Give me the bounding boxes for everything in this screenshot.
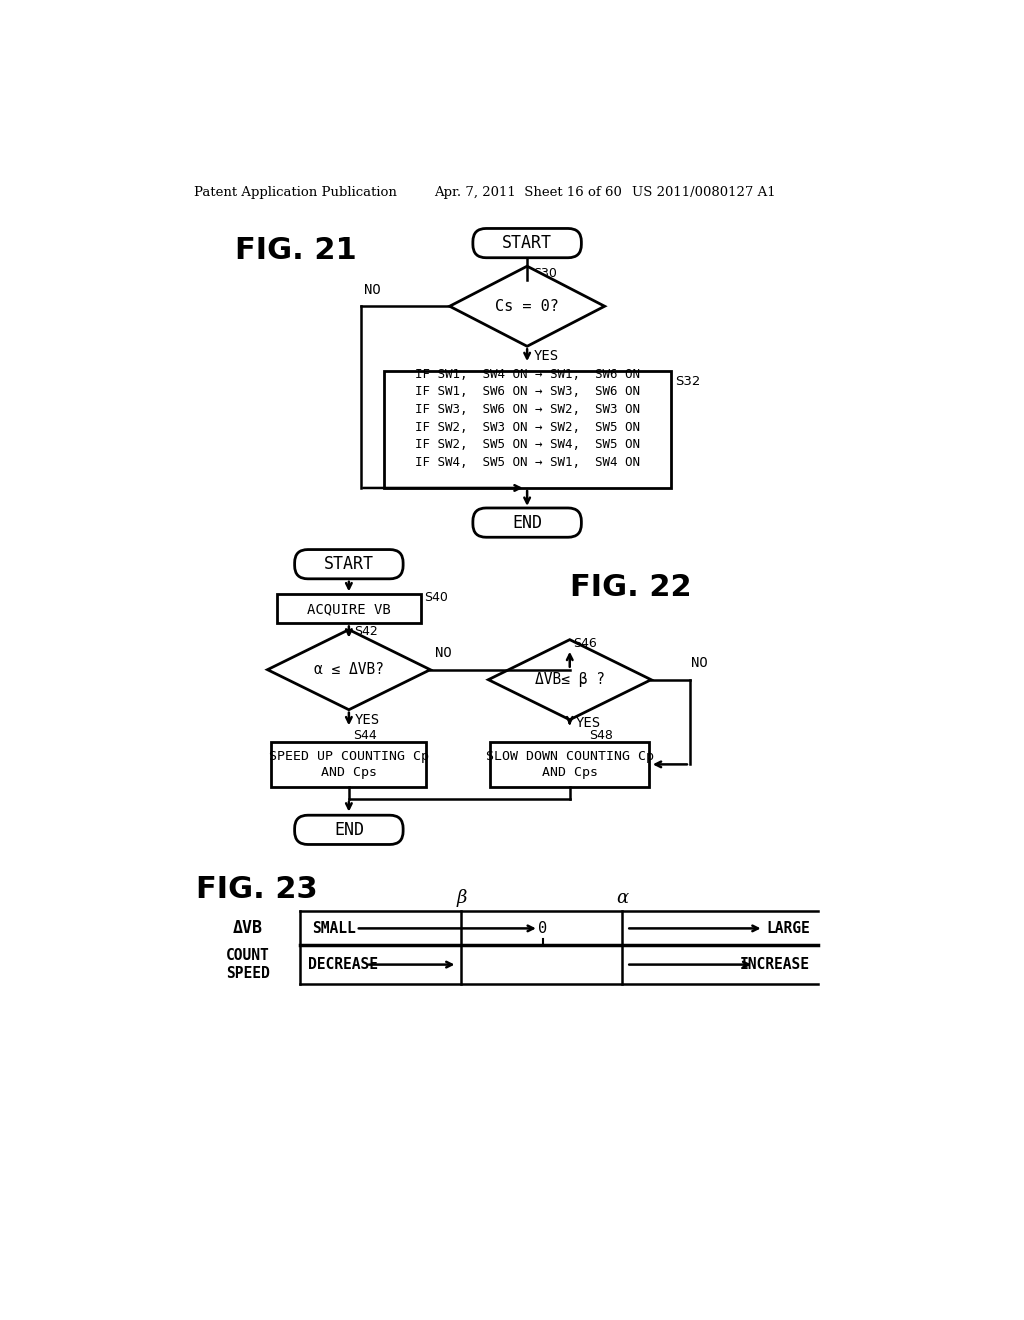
Text: START: START	[502, 234, 552, 252]
Text: IF SW2,  SW3 ON → SW2,  SW5 ON: IF SW2, SW3 ON → SW2, SW5 ON	[415, 421, 640, 434]
Text: IF SW3,  SW6 ON → SW2,  SW3 ON: IF SW3, SW6 ON → SW2, SW3 ON	[415, 403, 640, 416]
Text: S30: S30	[534, 268, 557, 280]
Text: Cs = 0?: Cs = 0?	[496, 298, 559, 314]
Text: ΔVB: ΔVB	[233, 920, 263, 937]
Text: NO: NO	[365, 282, 381, 297]
Text: Patent Application Publication: Patent Application Publication	[194, 186, 396, 199]
Text: ΔVB≤ β ?: ΔVB≤ β ?	[535, 672, 605, 688]
Polygon shape	[488, 640, 651, 719]
Text: FIG. 22: FIG. 22	[569, 573, 691, 602]
Text: IF SW1,  SW6 ON → SW3,  SW6 ON: IF SW1, SW6 ON → SW3, SW6 ON	[415, 385, 640, 399]
Text: SMALL: SMALL	[311, 921, 355, 936]
Text: INCREASE: INCREASE	[740, 957, 810, 972]
FancyBboxPatch shape	[295, 549, 403, 579]
Text: NO: NO	[435, 647, 452, 660]
Text: YES: YES	[575, 715, 601, 730]
Text: NO: NO	[691, 656, 709, 671]
Text: S48: S48	[589, 729, 613, 742]
Text: Apr. 7, 2011  Sheet 16 of 60: Apr. 7, 2011 Sheet 16 of 60	[434, 186, 622, 199]
Text: IF SW1,  SW4 ON → SW1,  SW6 ON: IF SW1, SW4 ON → SW1, SW6 ON	[415, 367, 640, 380]
Text: IF SW2,  SW5 ON → SW4,  SW5 ON: IF SW2, SW5 ON → SW4, SW5 ON	[415, 438, 640, 451]
Text: S40: S40	[424, 591, 449, 605]
Text: SPEED UP COUNTING Cp: SPEED UP COUNTING Cp	[269, 750, 429, 763]
Text: S32: S32	[675, 375, 700, 388]
Text: START: START	[324, 556, 374, 573]
Text: FIG. 21: FIG. 21	[234, 236, 356, 265]
Text: FIG. 23: FIG. 23	[197, 875, 317, 904]
Text: AND Cps: AND Cps	[542, 766, 598, 779]
Text: SLOW DOWN COUNTING Cp: SLOW DOWN COUNTING Cp	[485, 750, 653, 763]
Bar	[271, 742, 426, 787]
Polygon shape	[450, 267, 604, 346]
Polygon shape	[267, 630, 430, 710]
Text: US 2011/0080127 A1: US 2011/0080127 A1	[632, 186, 775, 199]
FancyBboxPatch shape	[473, 508, 582, 537]
Text: YES: YES	[534, 350, 558, 363]
Text: COUNT
SPEED: COUNT SPEED	[226, 948, 270, 981]
Text: α: α	[616, 888, 629, 907]
Bar	[490, 742, 649, 787]
Text: S42: S42	[354, 626, 378, 639]
Text: AND Cps: AND Cps	[321, 766, 377, 779]
Text: α ≤ ΔVB?: α ≤ ΔVB?	[314, 663, 384, 677]
Text: ACQUIRE VB: ACQUIRE VB	[307, 602, 391, 616]
FancyBboxPatch shape	[473, 228, 582, 257]
Text: LARGE: LARGE	[766, 921, 810, 936]
Text: YES: YES	[355, 713, 380, 727]
Text: S46: S46	[573, 638, 597, 649]
FancyBboxPatch shape	[295, 816, 403, 845]
Text: S44: S44	[353, 729, 377, 742]
Text: 0: 0	[538, 921, 547, 936]
Text: β: β	[456, 888, 467, 907]
Text: END: END	[334, 821, 364, 838]
Bar	[278, 594, 421, 623]
Text: IF SW4,  SW5 ON → SW1,  SW4 ON: IF SW4, SW5 ON → SW1, SW4 ON	[415, 455, 640, 469]
Text: DECREASE: DECREASE	[308, 957, 378, 972]
Bar	[384, 371, 671, 488]
Text: END: END	[512, 513, 542, 532]
